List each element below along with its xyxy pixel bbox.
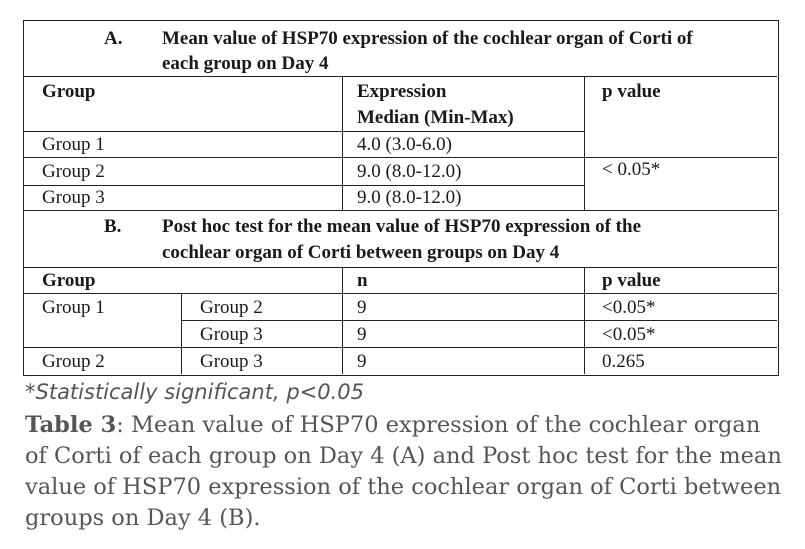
table-row-group: Group 1 (42, 297, 105, 318)
section-a-title-line1: Mean value of HSP70 expression of the co… (162, 28, 693, 49)
section-a-p-value: < 0.05* (602, 159, 661, 180)
rule (24, 185, 584, 186)
table-row-value: 9.0 (8.0-12.0) (357, 187, 462, 208)
section-b-title-line2: cochlear organ of Corti between groups o… (162, 242, 560, 263)
rule (24, 293, 777, 294)
rule (342, 76, 343, 211)
table-row-compare: Group 3 (200, 324, 263, 345)
table-row-group: Group 2 (42, 161, 105, 182)
table-row-n: 9 (357, 297, 367, 318)
table-row-n: 9 (357, 351, 367, 372)
table-row-p: <0.05* (602, 324, 656, 345)
header-p-value: p value (602, 81, 661, 102)
significance-note: *Statistically significant, p<0.05 (25, 380, 365, 404)
rule (584, 267, 585, 374)
rule (181, 293, 182, 374)
header-expression: Expression (357, 81, 447, 102)
rule (24, 210, 777, 211)
table-row-compare: Group 2 (200, 297, 263, 318)
rule (584, 76, 585, 211)
header-n: n (357, 270, 368, 291)
table-row-n: 9 (357, 324, 367, 345)
table-row-compare: Group 3 (200, 351, 263, 372)
caption-text: : Mean value of HSP70 expression of the … (25, 412, 782, 531)
table-row-group: Group 1 (42, 134, 105, 155)
rule (24, 131, 584, 132)
header-p-value-b: p value (602, 270, 661, 291)
header-group-b: Group (42, 270, 96, 291)
table-row-p: 0.265 (602, 351, 645, 372)
header-median: Median (Min-Max) (357, 107, 514, 128)
rule (24, 347, 777, 348)
table-caption: Table 3: Mean value of HSP70 expression … (25, 410, 785, 534)
rule (181, 320, 777, 321)
table-row-p: <0.05* (602, 297, 656, 318)
header-group: Group (42, 81, 96, 102)
results-table: A. Mean value of HSP70 expression of the… (23, 20, 779, 376)
table-row-value: 4.0 (3.0-6.0) (357, 134, 452, 155)
section-a-title-line2: each group on Day 4 (162, 53, 329, 74)
rule (342, 267, 343, 374)
rule (24, 157, 777, 158)
table-row-group: Group 2 (42, 351, 105, 372)
table-row-group: Group 3 (42, 187, 105, 208)
section-b-title-line1: Post hoc test for the mean value of HSP7… (162, 216, 641, 237)
caption-label: Table 3 (25, 412, 117, 438)
rule (24, 267, 777, 268)
section-b-letter: B. (104, 216, 122, 237)
table-row-value: 9.0 (8.0-12.0) (357, 161, 462, 182)
section-a-letter: A. (104, 28, 123, 49)
rule (24, 76, 777, 77)
